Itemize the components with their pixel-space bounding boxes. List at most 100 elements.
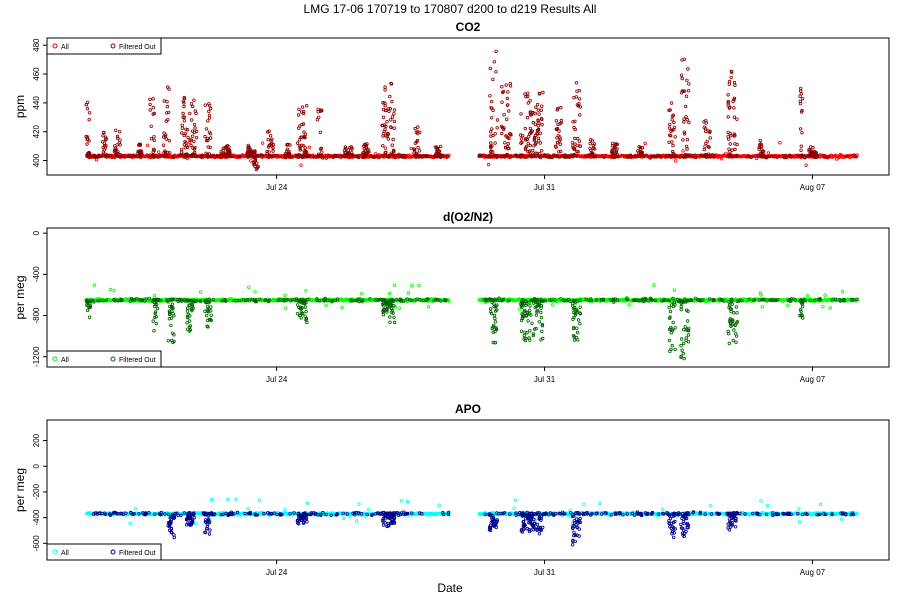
point-all: [299, 163, 303, 167]
point-filtered: [112, 148, 117, 152]
point-filtered: [490, 99, 494, 104]
point-filtered: [326, 154, 331, 158]
point-filtered: [531, 333, 536, 338]
point-filtered: [161, 143, 166, 147]
point-filtered: [576, 136, 580, 141]
point-filtered: [622, 155, 627, 159]
point-filtered: [500, 154, 504, 159]
point-filtered: [519, 141, 523, 145]
point-filtered: [182, 115, 187, 119]
point-filtered: [489, 116, 494, 120]
point-filtered: [529, 113, 533, 117]
point-filtered: [679, 355, 683, 359]
point-filtered: [800, 131, 804, 135]
point-filtered: [571, 144, 575, 148]
point-filtered: [799, 144, 803, 148]
point-filtered: [575, 326, 579, 330]
point-filtered: [601, 298, 606, 302]
point-filtered: [208, 145, 212, 150]
point-filtered: [681, 138, 685, 142]
point-filtered: [182, 119, 187, 123]
y-tick-label: 0: [32, 230, 41, 235]
point-filtered: [703, 127, 708, 131]
point-filtered: [671, 113, 676, 117]
point-filtered: [389, 303, 394, 308]
point-filtered: [149, 124, 153, 128]
point-filtered: [300, 122, 304, 127]
point-filtered: [528, 304, 532, 308]
point-filtered: [218, 155, 223, 160]
point-filtered: [183, 139, 187, 144]
point-filtered: [161, 135, 166, 139]
point-filtered: [428, 154, 432, 159]
panel-title: APO: [455, 402, 481, 416]
point-filtered: [575, 330, 580, 335]
point-filtered: [688, 153, 692, 157]
point-filtered: [300, 301, 304, 305]
point-filtered: [525, 137, 529, 142]
point-filtered: [306, 297, 310, 302]
point-filtered: [732, 328, 736, 332]
point-filtered: [682, 132, 687, 136]
point-filtered: [540, 104, 544, 108]
point-filtered: [112, 298, 116, 302]
point-filtered: [253, 158, 258, 162]
point-filtered: [525, 331, 529, 335]
point-filtered: [266, 145, 271, 149]
y-tick-label: 480: [32, 38, 41, 52]
point-filtered: [637, 150, 641, 155]
point-filtered: [524, 146, 528, 150]
point-filtered: [524, 303, 528, 307]
point-all: [387, 291, 392, 296]
plot-frame: [46, 227, 890, 368]
y-tick-label: -800: [32, 307, 41, 324]
point-filtered: [727, 137, 731, 141]
point-filtered: [500, 124, 504, 129]
point-filtered: [392, 108, 397, 112]
point-filtered: [530, 321, 534, 325]
point-filtered: [295, 303, 300, 307]
point-filtered: [670, 140, 674, 144]
point-filtered: [114, 152, 118, 156]
point-filtered: [105, 154, 110, 159]
point-filtered: [625, 298, 630, 302]
point-filtered: [301, 144, 306, 148]
point-filtered: [187, 329, 192, 333]
point-filtered: [152, 329, 156, 333]
point-filtered: [266, 137, 270, 142]
point-all: [417, 283, 421, 288]
points-layer: [85, 497, 859, 547]
point-filtered: [699, 153, 704, 157]
point-filtered: [189, 143, 193, 148]
point-filtered: [204, 298, 208, 303]
point-filtered: [139, 149, 143, 153]
point-filtered: [381, 123, 385, 128]
point-all: [513, 498, 518, 502]
point-all: [551, 303, 555, 307]
point-filtered: [495, 303, 499, 307]
point-filtered: [686, 153, 690, 158]
point-filtered: [340, 154, 345, 158]
point-filtered: [381, 143, 385, 148]
point-all: [367, 507, 371, 512]
legend-label: Filtered Out: [119, 44, 156, 51]
point-filtered: [524, 94, 528, 99]
point-all: [406, 291, 411, 295]
point-filtered: [152, 138, 156, 143]
legend-marker: [52, 356, 58, 362]
point-filtered: [172, 333, 176, 337]
point-filtered: [492, 302, 496, 306]
point-filtered: [807, 149, 811, 153]
point-filtered: [176, 153, 181, 158]
point-filtered: [190, 129, 195, 133]
point-filtered: [189, 118, 194, 122]
point-filtered: [682, 356, 686, 361]
y-tick-label: -400: [32, 266, 41, 283]
point-filtered: [614, 142, 618, 146]
point-filtered: [798, 94, 802, 98]
point-filtered: [501, 127, 506, 132]
point-filtered: [761, 298, 765, 302]
point-all: [627, 303, 631, 307]
point-filtered: [297, 107, 301, 112]
point-filtered: [116, 150, 120, 154]
